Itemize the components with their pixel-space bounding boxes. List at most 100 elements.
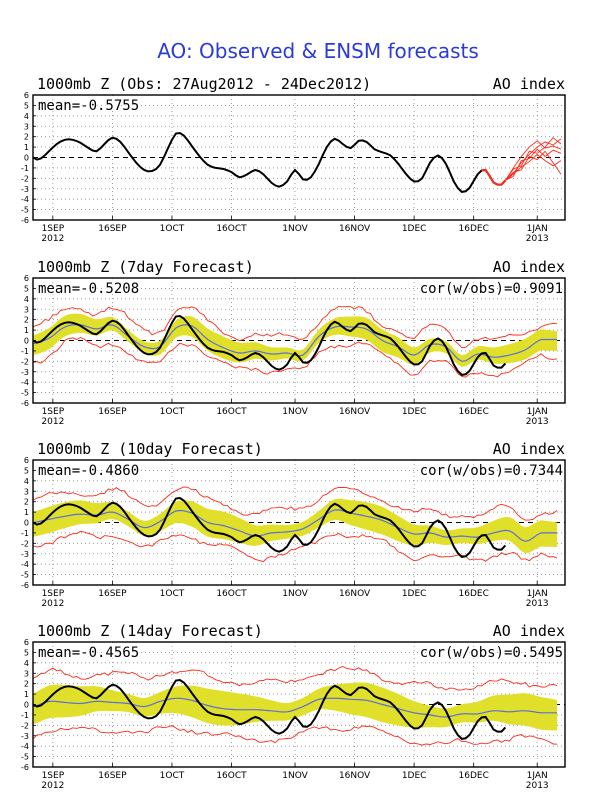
- y-tick-label: 1: [24, 326, 29, 335]
- observed-recent-line: [481, 168, 507, 186]
- panel-1: 1000mb Z (Obs: 27Aug2012 - 24Dec2012) AO …: [21, 75, 566, 244]
- x-tick-label: 16NOV: [339, 589, 371, 599]
- x-tick-year: 2013: [526, 417, 549, 427]
- y-tick-label: -3: [21, 550, 29, 559]
- ensemble-member-line-6: [505, 153, 562, 181]
- x-tick-label: 1SEP: [42, 224, 65, 234]
- y-tick-label: 5: [24, 101, 29, 110]
- panel-4: 1000mb Z (14day Forecast) AO index 65 43 21 0…: [21, 622, 566, 791]
- y-tick-label: -6: [21, 763, 29, 772]
- y-tick-label: 2: [24, 133, 29, 142]
- x-tick-year: 2013: [526, 234, 549, 244]
- x-tick-label: 16NOV: [339, 224, 371, 234]
- x-tick-label: 16OCT: [216, 589, 247, 599]
- x-tick-label: 16DEC: [459, 771, 489, 781]
- y-tick-label: 3: [24, 305, 29, 314]
- ensemble-mean-line: [33, 324, 558, 362]
- ensemble-mean-line: [33, 509, 558, 542]
- y-tick-label: -4: [21, 560, 29, 569]
- y-tick-label: 6: [24, 638, 29, 647]
- panels: 1000mb Z (Obs: 27Aug2012 - 24Dec2012) AO …: [21, 75, 566, 791]
- panel-right-label: AO index: [493, 75, 565, 93]
- x-tick-label: 16OCT: [216, 224, 247, 234]
- ensemble-member-line-2: [505, 137, 562, 181]
- x-tick-label: 16DEC: [459, 589, 489, 599]
- y-tick-label: -5: [21, 571, 29, 580]
- cor-label: cor(w/obs)=0.7344: [420, 463, 563, 479]
- y-tick-label: 1: [24, 690, 29, 699]
- y-tick-label: 2: [24, 316, 29, 325]
- member-upper-line: [33, 305, 558, 349]
- panel-right-label: AO index: [493, 622, 565, 640]
- y-tick-label: -3: [21, 368, 29, 377]
- grid: [33, 642, 565, 767]
- x-tick-label: 1JAN: [527, 589, 548, 599]
- y-tick-label: 0: [24, 337, 29, 346]
- x-tick-label: 1DEC: [402, 589, 427, 599]
- y-tick-label: -3: [21, 732, 29, 741]
- plot-area: [33, 131, 562, 193]
- panel-title: 1000mb Z (7day Forecast): [37, 258, 254, 276]
- mean-label: mean=-0.4860: [38, 463, 139, 479]
- y-tick-label: 2: [24, 680, 29, 689]
- x-tick-label: 1OCT: [160, 224, 185, 234]
- x-tick-label: 16DEC: [459, 224, 489, 234]
- y-tick-label: 3: [24, 669, 29, 678]
- x-tick-label: 1JAN: [527, 407, 548, 417]
- y-tick-label: 4: [24, 112, 29, 121]
- x-tick-label: 1DEC: [402, 407, 427, 417]
- x-tick-year: 2012: [41, 234, 64, 244]
- x-tick-year: 2013: [526, 781, 549, 791]
- x-tick-label: 16SEP: [98, 771, 127, 781]
- y-tick-label: -2: [21, 174, 29, 183]
- y-tick-label: 5: [24, 466, 29, 475]
- member-upper-line: [33, 486, 558, 521]
- x-tick-label: 1DEC: [402, 224, 427, 234]
- x-tick-label: 1DEC: [402, 771, 427, 781]
- x-tick-label: 1SEP: [42, 771, 65, 781]
- y-tick-label: -1: [21, 711, 29, 720]
- y-tick-label: 3: [24, 487, 29, 496]
- x-tick-year: 2012: [41, 599, 64, 609]
- y-tick-label: -5: [21, 389, 29, 398]
- plot-area: [33, 666, 558, 746]
- x-tick-year: 2012: [41, 781, 64, 791]
- x-tick-year: 2012: [41, 417, 64, 427]
- y-tick-label: 5: [24, 284, 29, 293]
- x-tick-label: 1NOV: [282, 771, 308, 781]
- y-tick-label: -4: [21, 742, 29, 751]
- member-lower-line: [33, 725, 558, 746]
- y-tick-label: -3: [21, 185, 29, 194]
- y-tick-label: 1: [24, 143, 29, 152]
- y-tick-label: 4: [24, 659, 29, 668]
- y-tick-label: 6: [24, 274, 29, 283]
- ensemble-mean-line: [33, 697, 558, 718]
- y-tick-label: -6: [21, 581, 29, 590]
- panel-title: 1000mb Z (14day Forecast): [37, 622, 263, 640]
- mean-label: mean=-0.4565: [38, 645, 139, 661]
- x-tick-label: 1NOV: [282, 407, 308, 417]
- cor-label: cor(w/obs)=0.9091: [420, 281, 563, 297]
- y-tick-label: 1: [24, 508, 29, 517]
- x-tick-label: 1SEP: [42, 589, 65, 599]
- x-tick-label: 16OCT: [216, 771, 247, 781]
- y-tick-label: 0: [24, 519, 29, 528]
- y-tick-label: -6: [21, 216, 29, 225]
- member-lower-line: [33, 336, 558, 378]
- y-tick-label: 3: [24, 122, 29, 131]
- panel-right-label: AO index: [493, 258, 565, 276]
- x-tick-label: 1NOV: [282, 224, 308, 234]
- x-tick-label: 16NOV: [339, 407, 371, 417]
- panel-right-label: AO index: [493, 440, 565, 458]
- observed-line: [33, 678, 507, 740]
- panel-title: 1000mb Z (Obs: 27Aug2012 - 24Dec2012): [37, 75, 371, 93]
- ensemble-member-line-5: [505, 140, 562, 181]
- y-tick-label: 0: [24, 154, 29, 163]
- x-tick-label: 1OCT: [160, 407, 185, 417]
- mean-label: mean=-0.5755: [38, 98, 139, 114]
- x-tick-label: 1JAN: [527, 771, 548, 781]
- x-tick-label: 1SEP: [42, 407, 65, 417]
- ensemble-member-line-3: [505, 148, 562, 181]
- panel-2: 1000mb Z (7day Forecast) AO index6543210-…: [21, 258, 566, 427]
